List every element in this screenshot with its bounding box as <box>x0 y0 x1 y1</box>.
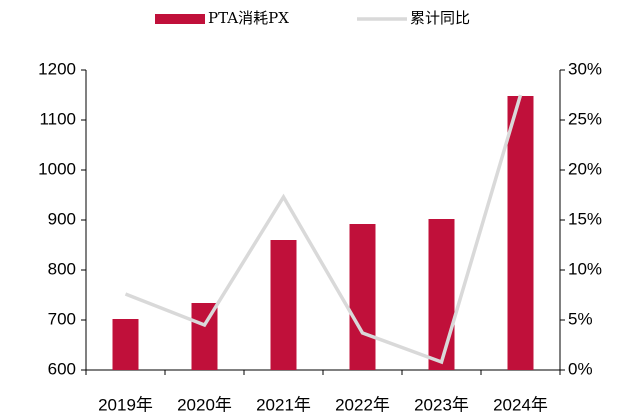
y2-tick-label: 15% <box>568 209 602 228</box>
y-tick-label: 1000 <box>38 159 76 178</box>
bar <box>428 219 455 370</box>
y2-tick-label: 25% <box>568 109 602 128</box>
bar <box>270 240 297 370</box>
bar <box>507 96 534 370</box>
y2-tick-label: 0% <box>568 359 593 378</box>
x-tick-label: 2022年 <box>335 395 390 414</box>
y-tick-label: 600 <box>48 359 76 378</box>
legend-label: 累计同比 <box>410 9 470 27</box>
x-tick-label: 2020年 <box>177 395 232 414</box>
y2-tick-label: 20% <box>568 159 602 178</box>
y-tick-label: 1200 <box>38 59 76 78</box>
y-tick-label: 700 <box>48 309 76 328</box>
y2-tick-label: 10% <box>568 259 602 278</box>
y-tick-label: 1100 <box>39 109 76 128</box>
bar <box>112 319 139 370</box>
x-tick-label: 2024年 <box>493 395 548 414</box>
x-tick-label: 2021年 <box>256 395 311 414</box>
bar <box>349 224 376 370</box>
y2-tick-label: 5% <box>568 309 593 328</box>
y-tick-label: 800 <box>48 259 76 278</box>
y-tick-label: 900 <box>48 209 76 228</box>
x-tick-label: 2023年 <box>414 395 469 414</box>
x-tick-label: 2019年 <box>98 395 153 414</box>
line <box>124 94 523 365</box>
legend-swatch <box>155 14 205 24</box>
legend-label: PTA消耗PX <box>208 9 289 27</box>
y2-tick-label: 30% <box>568 59 602 78</box>
